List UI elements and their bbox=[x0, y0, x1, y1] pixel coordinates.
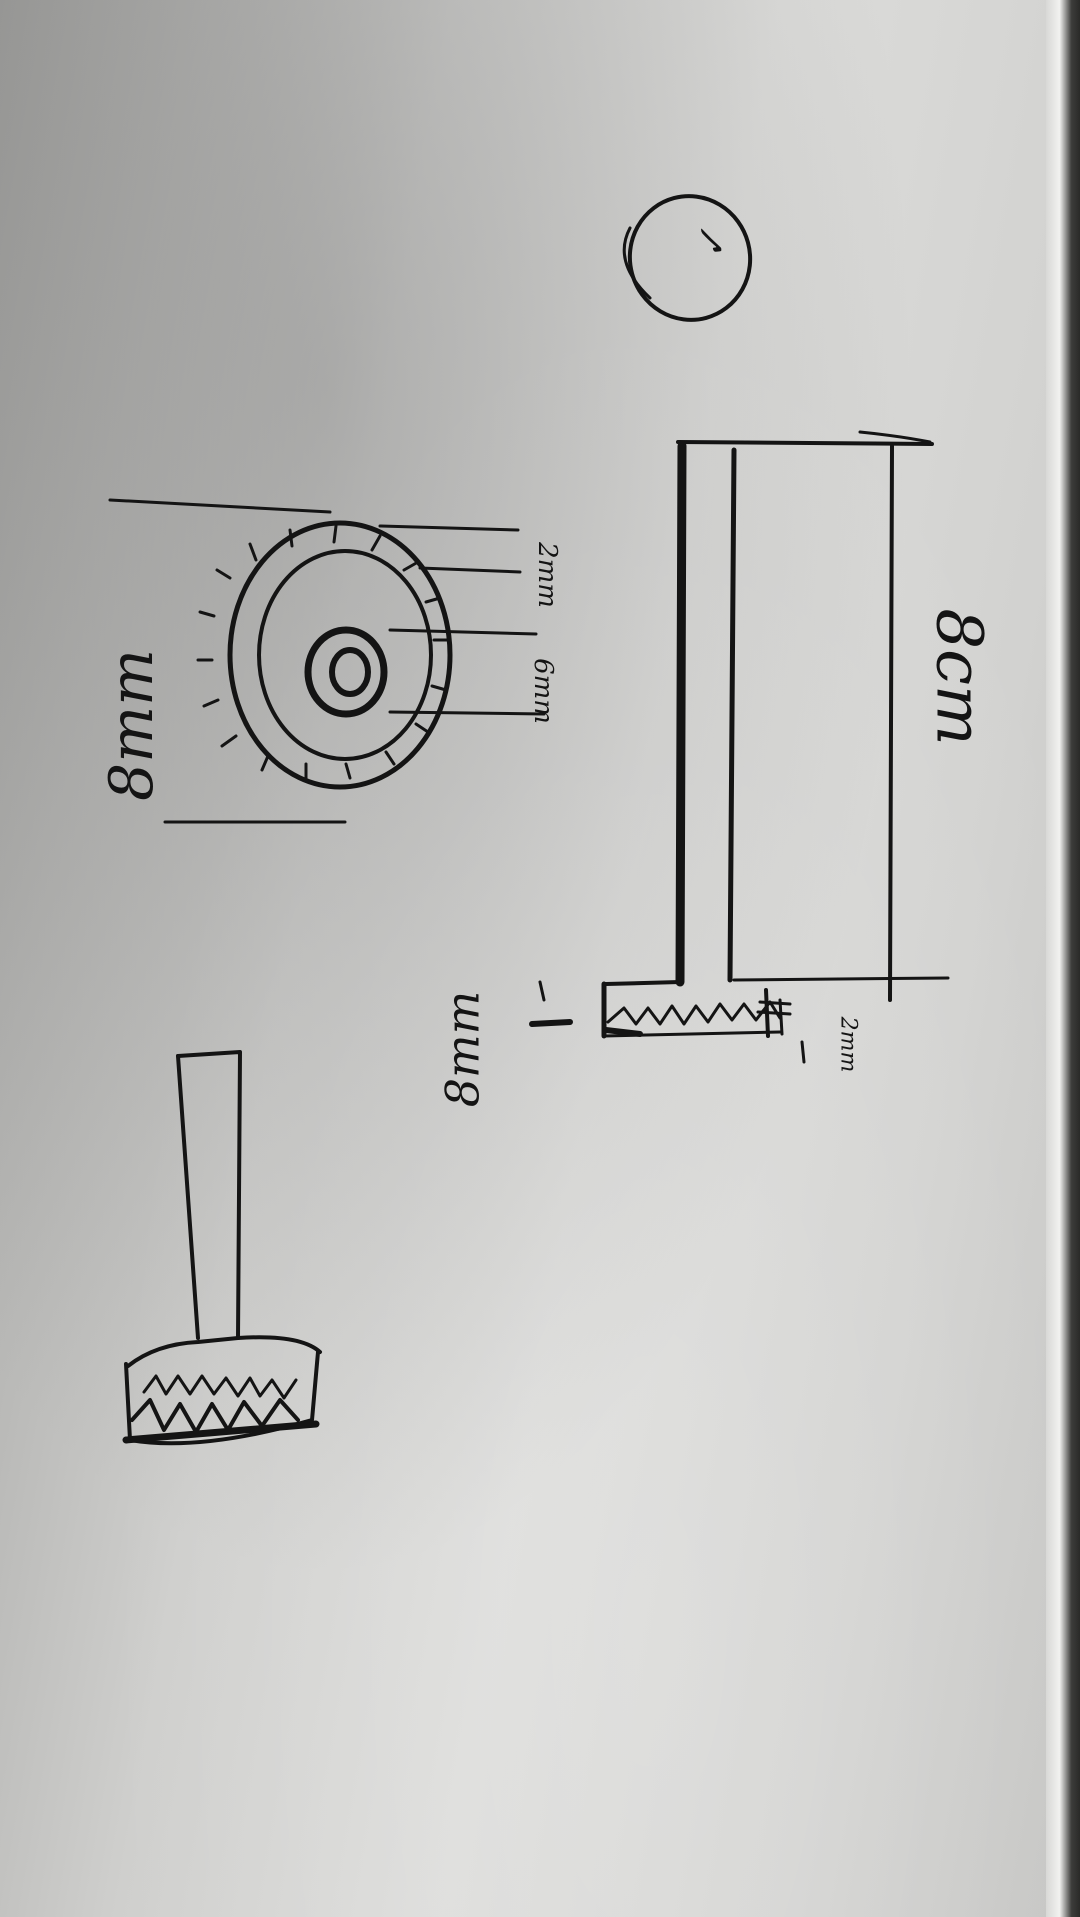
side-view-drawing bbox=[529, 430, 950, 1064]
check-badge bbox=[622, 194, 753, 322]
ring-width-label: 2mm bbox=[531, 542, 562, 608]
end-view-drawing bbox=[108, 498, 546, 824]
length-label: 8cm bbox=[921, 608, 996, 746]
bore-diameter-label: 6mm bbox=[527, 658, 558, 724]
head-thickness-label: 2mm bbox=[835, 1016, 861, 1073]
head-diameter-label: 8mm bbox=[435, 990, 490, 1108]
outer-diameter-label: 8mm bbox=[96, 649, 167, 801]
check-mark-label: ✓ bbox=[689, 228, 734, 260]
paper-edge bbox=[1046, 0, 1080, 1917]
small-stamp-drawing bbox=[122, 1050, 322, 1446]
